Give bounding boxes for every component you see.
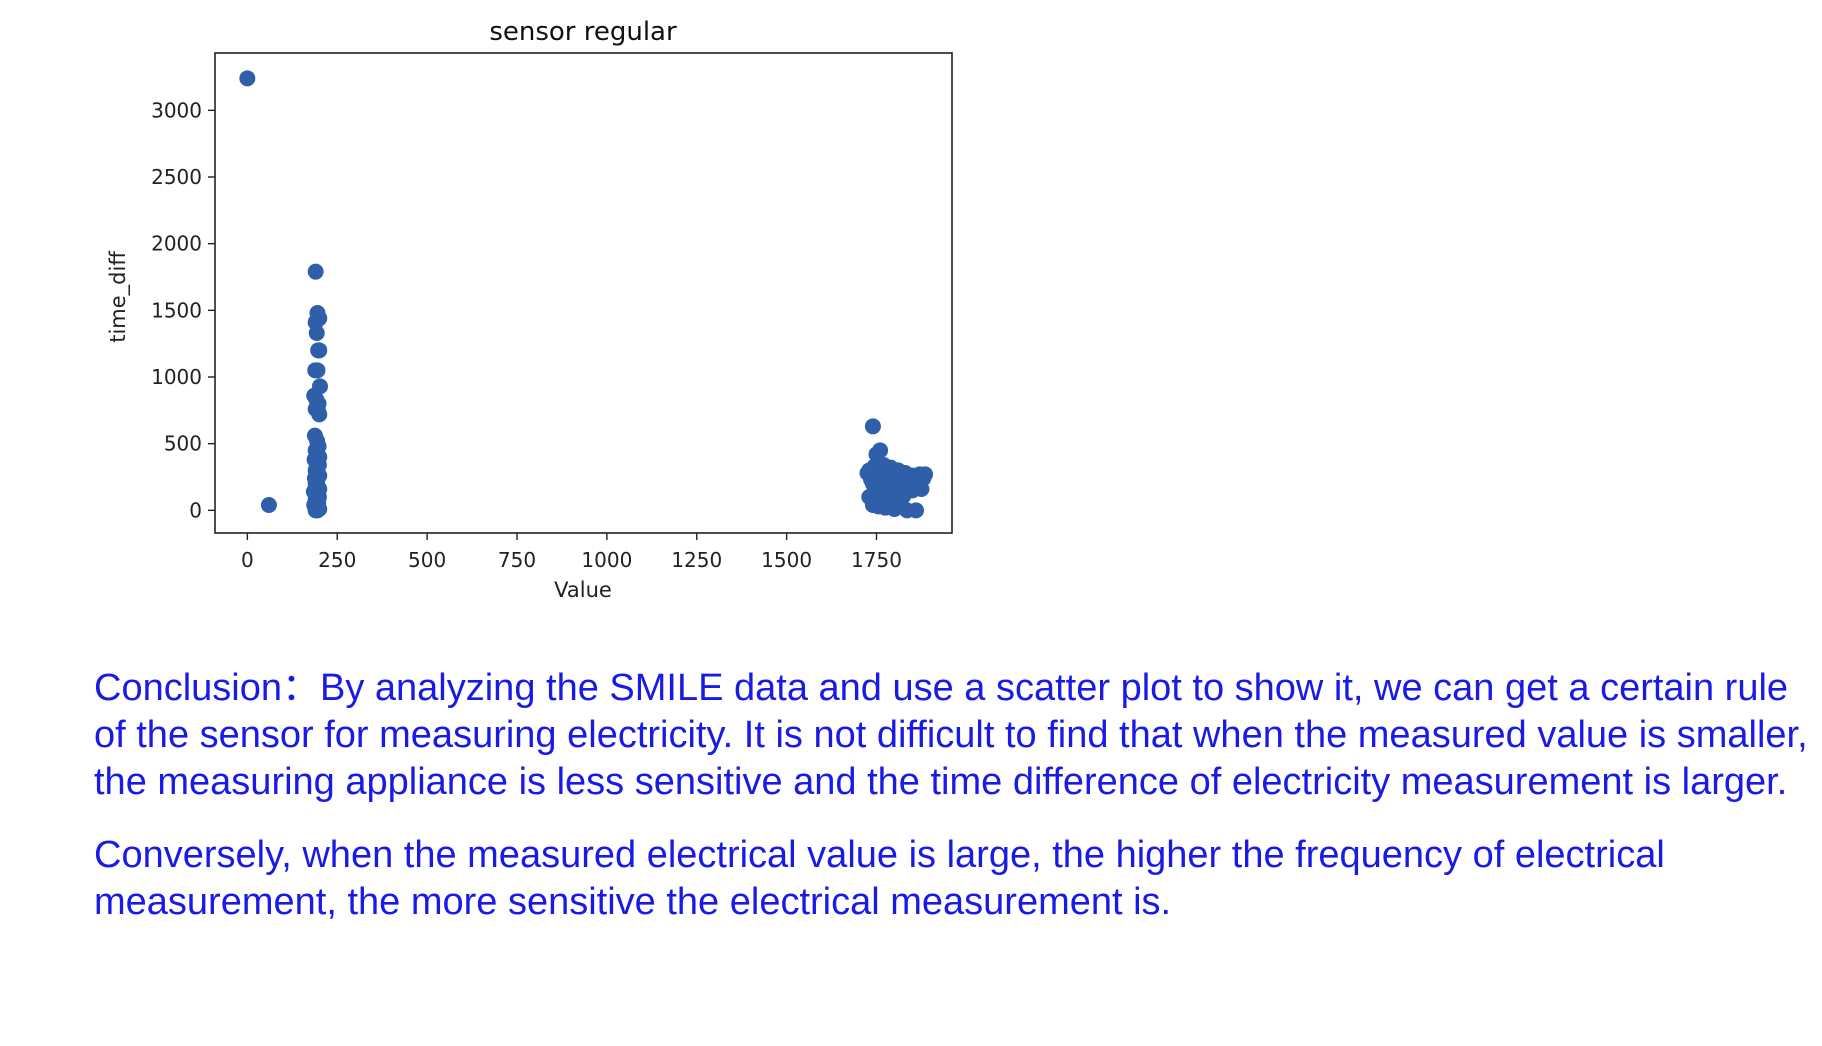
scatter-chart-svg: sensor regular 0 250 500 750 1000 1250 1500 175… xyxy=(106,17,953,602)
y-axis-label: time_diff xyxy=(106,251,131,343)
x-tick-label: 250 xyxy=(318,548,356,572)
y-tick-label: 500 xyxy=(164,432,202,456)
scatter-point xyxy=(308,325,325,341)
scatter-point xyxy=(307,263,324,280)
x-axis-ticks: 0 250 500 750 1000 1250 1500 1750 xyxy=(241,533,902,572)
scatter-point xyxy=(309,362,326,379)
scatter-point xyxy=(864,418,881,435)
y-tick-label: 1000 xyxy=(151,365,202,389)
chart-title: sensor regular xyxy=(489,17,677,47)
scatter-point xyxy=(311,406,328,423)
y-tick-label: 1500 xyxy=(151,298,202,322)
conclusion-paragraph-2: Conversely, when the measured electrical… xyxy=(94,834,1665,923)
scatter-point xyxy=(893,498,910,515)
conclusion-text-block: Conclusion：By analyzing the SMILE data a… xyxy=(94,665,1814,952)
scatter-point xyxy=(908,502,925,519)
y-tick-label: 3000 xyxy=(151,98,202,122)
x-axis-label: Value xyxy=(554,578,612,602)
y-axis-ticks: 0 500 1000 1500 2000 2500 3000 xyxy=(151,98,215,522)
x-tick-label: 0 xyxy=(241,548,254,572)
x-tick-label: 1000 xyxy=(581,548,632,572)
scatter-point xyxy=(913,481,930,497)
y-tick-label: 2000 xyxy=(151,232,202,256)
y-tick-label: 2500 xyxy=(151,165,202,189)
scatter-point xyxy=(239,70,256,87)
plot-frame xyxy=(214,52,953,534)
scatter-points xyxy=(239,70,934,519)
y-tick-label: 0 xyxy=(189,498,202,522)
scatter-point xyxy=(309,502,326,519)
x-tick-label: 1250 xyxy=(671,548,722,572)
x-tick-label: 1750 xyxy=(851,548,902,572)
x-tick-label: 500 xyxy=(408,548,446,572)
scatter-chart: sensor regular 0 250 500 750 1000 1250 1500 175… xyxy=(0,0,1000,610)
scatter-point xyxy=(888,467,905,484)
x-tick-label: 1500 xyxy=(761,548,812,572)
conclusion-paragraph-1: Conclusion：By analyzing the SMILE data a… xyxy=(94,667,1808,803)
scatter-point xyxy=(311,342,328,359)
x-tick-label: 750 xyxy=(498,548,536,572)
scatter-point xyxy=(260,497,277,513)
